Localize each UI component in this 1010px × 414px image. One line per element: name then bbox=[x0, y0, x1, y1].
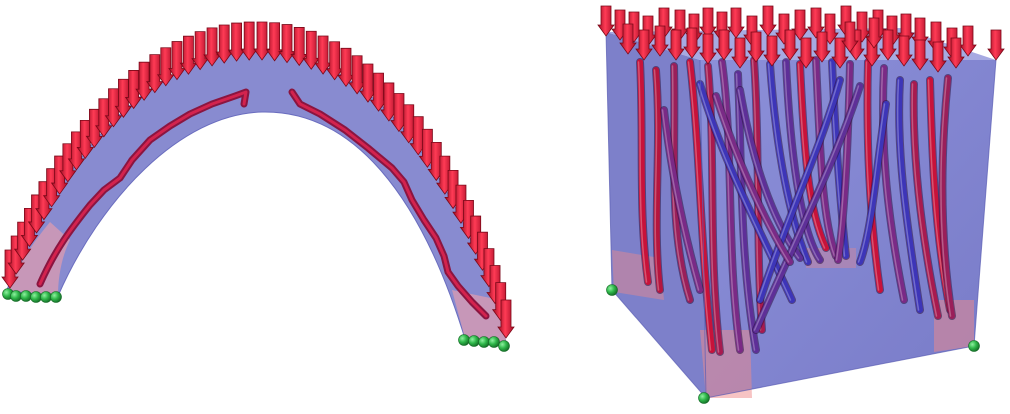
arch-load-arrow-35 bbox=[359, 63, 377, 103]
cube-support-points bbox=[606, 284, 980, 404]
cube-load-arrow-35 bbox=[763, 35, 781, 67]
cube-stress-tube-22 bbox=[752, 82, 864, 334]
arch-load-arrow-17 bbox=[146, 54, 164, 94]
cube-stress-tube-25 bbox=[660, 106, 704, 294]
cube-load-arrow-33 bbox=[731, 37, 749, 69]
cube-load-arrow-27 bbox=[635, 29, 653, 61]
cube-load-arrow-0 bbox=[597, 5, 615, 37]
cube-load-arrow-31 bbox=[699, 33, 717, 65]
cube-load-arrow-32 bbox=[715, 29, 733, 61]
arch-load-arrow-39 bbox=[399, 104, 418, 144]
cube-load-arrow-30 bbox=[683, 27, 701, 59]
arch-left-support-point-2 bbox=[20, 290, 32, 302]
arch-load-arrow-21 bbox=[191, 31, 209, 71]
cube-stress-tube-5 bbox=[718, 58, 744, 354]
arch-load-arrow-19 bbox=[168, 41, 186, 81]
arch-left-corner-tint bbox=[8, 222, 70, 296]
cube-load-arrow-43 bbox=[895, 35, 913, 67]
cube-stress-tube-0 bbox=[636, 58, 652, 286]
cube-stress-tube-23 bbox=[756, 76, 844, 304]
cube-load-arrow-26 bbox=[619, 23, 637, 55]
arch-load-arrow-22 bbox=[203, 27, 221, 67]
arch-load-arrow-24 bbox=[227, 22, 246, 62]
arch-right-corner-tint bbox=[452, 290, 506, 342]
cube-panel bbox=[597, 5, 1005, 404]
cube-stress-tube-19 bbox=[938, 74, 956, 320]
cube-stress-tube-17 bbox=[909, 80, 942, 320]
arch-load-arrow-52 bbox=[497, 299, 515, 339]
cube-support-point-0 bbox=[606, 284, 618, 296]
arch-load-arrow-20 bbox=[179, 35, 198, 75]
arch-panel bbox=[1, 21, 515, 352]
arch-load-arrow-37 bbox=[380, 82, 398, 122]
arch-volume bbox=[5, 51, 507, 343]
arch-right-support-point-1 bbox=[468, 335, 480, 347]
arch-load-arrow-28 bbox=[278, 24, 296, 64]
arch-right-support-point-2 bbox=[478, 336, 490, 348]
cube-stress-tube-13 bbox=[834, 60, 854, 264]
arch-right-support-point-4 bbox=[498, 340, 510, 352]
cube-support-point-2 bbox=[968, 340, 980, 352]
arch-left-support-point-3 bbox=[30, 291, 42, 303]
arch-load-arrow-29 bbox=[290, 27, 309, 67]
cube-load-arrow-11 bbox=[759, 5, 777, 37]
cube-load-arrow-47 bbox=[865, 17, 883, 49]
cube-load-arrow-29 bbox=[667, 29, 685, 61]
cube-load-arrow-13 bbox=[791, 9, 809, 41]
arch-load-arrow-33 bbox=[337, 47, 355, 87]
cube-load-arrow-28 bbox=[651, 25, 669, 57]
arch-load-arrow-16 bbox=[135, 61, 153, 101]
cube-stress-tube-24 bbox=[712, 92, 794, 266]
arch-right-support-point-3 bbox=[488, 336, 500, 348]
cube-load-arrow-45 bbox=[929, 41, 947, 73]
cube-load-arrow-38 bbox=[813, 31, 831, 63]
cube-stress-tube-26 bbox=[856, 100, 890, 266]
cube-stress-tube-21 bbox=[736, 86, 804, 262]
cube-load-arrows bbox=[597, 5, 1005, 73]
arch-load-arrow-25 bbox=[240, 21, 258, 61]
cube-stress-tube-14 bbox=[863, 58, 884, 294]
cube-load-arrow-34 bbox=[747, 31, 765, 63]
arch-stress-paths bbox=[36, 88, 490, 320]
cube-load-arrow-44 bbox=[911, 39, 929, 71]
cube-load-arrow-25 bbox=[987, 29, 1005, 61]
arch-load-arrow-36 bbox=[369, 72, 388, 112]
cube-load-arrow-7 bbox=[699, 7, 717, 39]
cube-corner-tint-left bbox=[612, 250, 664, 300]
arch-support-points bbox=[2, 288, 510, 352]
cube-load-arrow-37 bbox=[797, 37, 815, 69]
arch-left-support-point-4 bbox=[40, 291, 52, 303]
arch-left-support-point-1 bbox=[10, 290, 22, 302]
arch-load-arrows bbox=[1, 21, 515, 339]
arch-load-arrow-18 bbox=[156, 47, 175, 87]
arch-load-arrow-23 bbox=[215, 24, 233, 64]
cube-stress-tube-6 bbox=[734, 70, 760, 354]
cube-stress-tube-3 bbox=[686, 58, 716, 354]
cube-front-face bbox=[700, 60, 996, 398]
cube-support-point-1 bbox=[698, 392, 710, 404]
cube-stress-paths bbox=[636, 56, 956, 356]
arch-left-support-point-5 bbox=[50, 291, 62, 303]
arch-right-support-point-0 bbox=[458, 334, 470, 346]
cube-load-arrow-46 bbox=[947, 37, 965, 69]
cube-stress-tube-9 bbox=[782, 58, 824, 264]
cube-load-arrow-9 bbox=[727, 7, 745, 39]
cube-load-arrow-42 bbox=[879, 29, 897, 61]
arch-load-arrow-34 bbox=[348, 55, 366, 95]
cube-stress-tube-16 bbox=[895, 76, 924, 314]
cube-load-arrow-24 bbox=[959, 25, 977, 57]
arch-stress-line-left-hi bbox=[38, 90, 248, 286]
cube-load-arrow-36 bbox=[781, 29, 799, 61]
arch-load-arrow-32 bbox=[325, 41, 344, 81]
cube-stress-tube-15 bbox=[878, 64, 908, 304]
arch-stress-line-right-hi bbox=[290, 90, 488, 318]
cube-stress-tube-8 bbox=[766, 60, 812, 266]
arch-load-arrow-26 bbox=[253, 21, 271, 61]
cube-stress-tube-1 bbox=[652, 66, 664, 294]
cube-load-arrow-48 bbox=[841, 21, 859, 53]
arch-load-arrow-38 bbox=[390, 93, 408, 133]
cube-corner-tint-right bbox=[934, 300, 974, 352]
arch-load-arrow-15 bbox=[124, 70, 143, 110]
